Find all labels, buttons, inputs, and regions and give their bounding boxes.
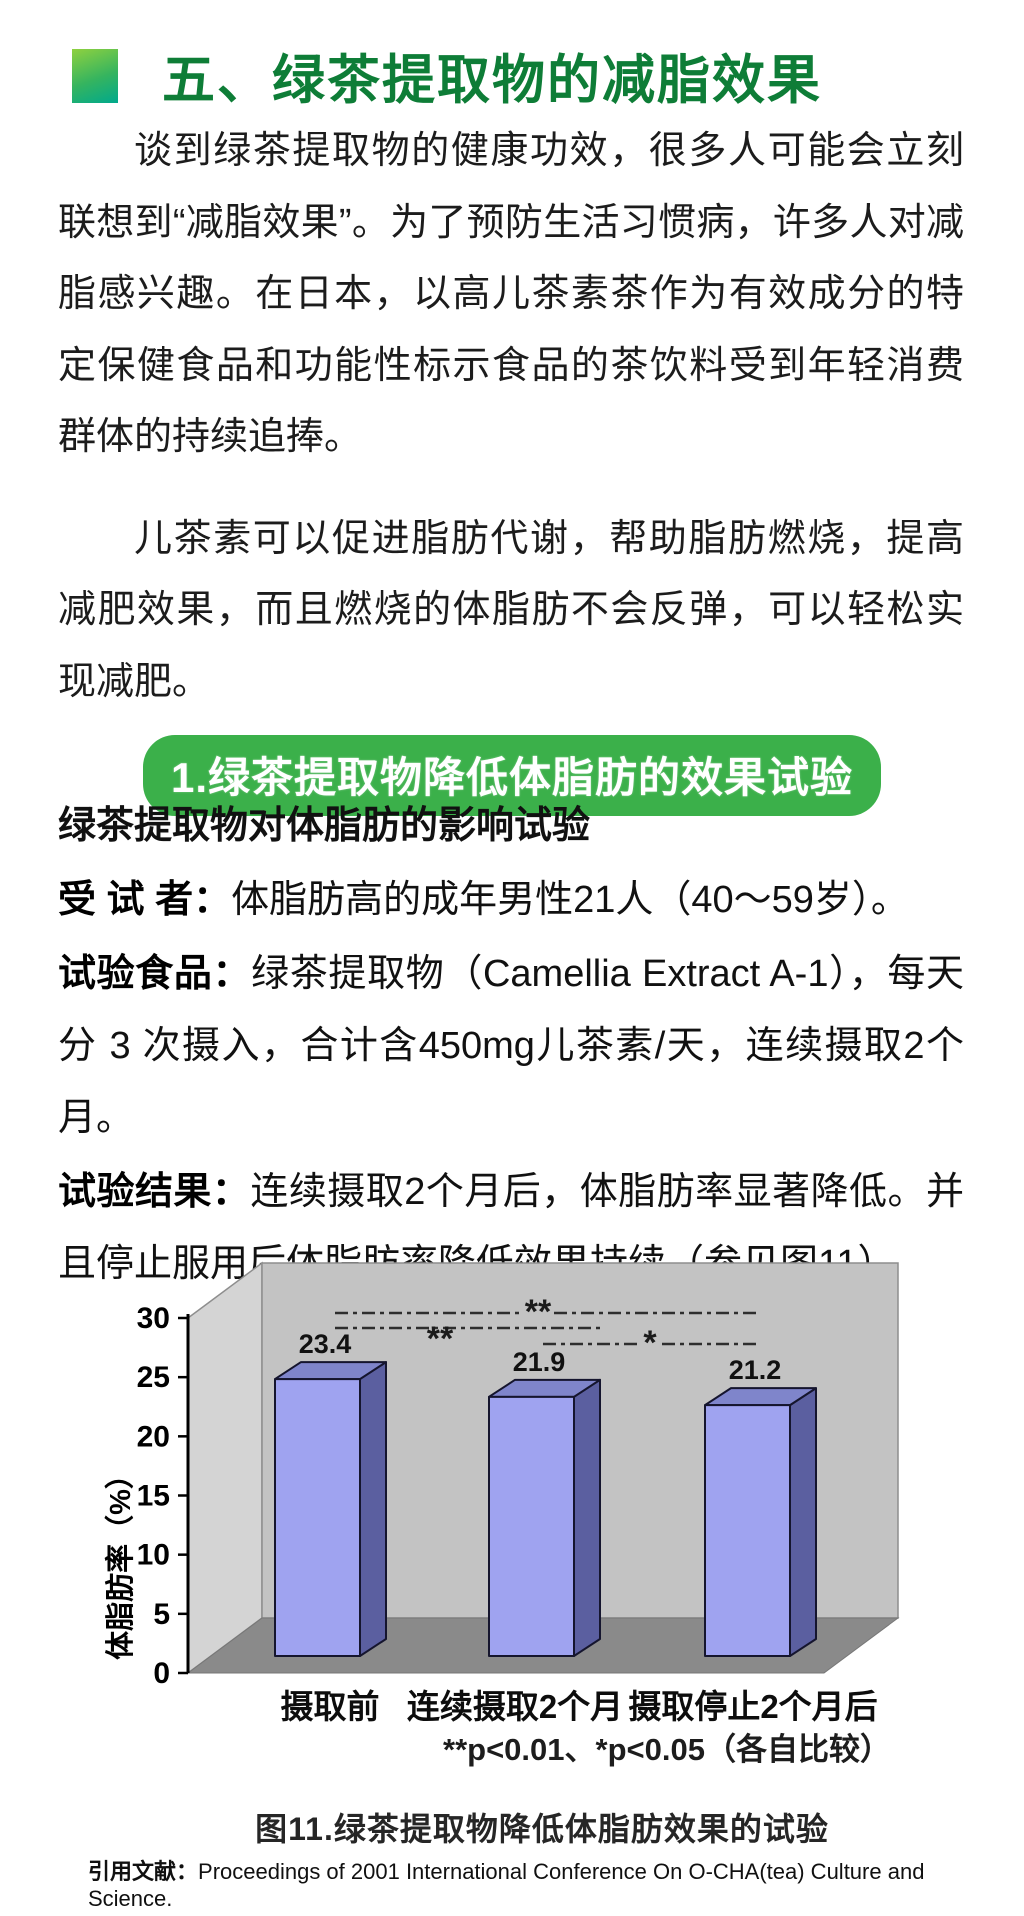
title-row: 五、绿茶提取物的减脂效果 [72,38,822,114]
chart-significance-lines: **** * [335,1293,758,1362]
svg-text:体脂肪率（%）: 体脂肪率（%） [103,1460,137,1660]
svg-text:摄取前: 摄取前 [281,1688,380,1725]
intro-paragraphs: 谈到绿茶提取物的健康功效，很多人可能会立刻联想到“减脂效果”。为了预防生活习惯病… [58,116,964,748]
svg-text:摄取停止2个月后: 摄取停止2个月后 [628,1688,877,1725]
svg-text:15: 15 [137,1480,170,1513]
svg-text:5: 5 [153,1598,170,1631]
svg-text:*: * [643,1324,657,1362]
svg-text:**: ** [525,1293,552,1331]
citation-label: 引用文献： [88,1859,199,1884]
paragraph: 谈到绿茶提取物的健康功效，很多人可能会立刻联想到“减脂效果”。为了预防生活习惯病… [58,130,964,458]
experiment-details: 绿茶提取物对体脂肪的影响试验 受 试 者：体脂肪高的成年男性21人（40～59岁… [58,790,964,1300]
experiment-heading: 绿茶提取物对体脂肪的影响试验 [58,805,591,847]
fat-rate-chart: 0 5 10 15 20 25 30 体脂肪率（%） 23.4 21.9 21.2 ** ** * 摄… [60,1240,964,1740]
chart-axis: 0 5 10 15 20 25 30 体脂肪率（%） [103,1302,190,1690]
svg-text:连续摄取2个月: 连续摄取2个月 [407,1688,623,1725]
paragraph: 儿茶素可以促进脂肪代谢，帮助脂肪燃烧，提高减肥效果，而且燃烧的体脂肪不会反弹，可… [58,517,964,703]
experiment-item: 受 试 者：体脂肪高的成年男性21人（40～59岁）。 [58,879,909,921]
figure-caption: 图11.绿茶提取物降低体脂肪效果的试验 [255,1811,829,1847]
svg-text:0: 0 [153,1657,170,1690]
significance-note: **p<0.01、*p<0.05（各自比较） [443,1732,891,1767]
experiment-item: 试验食品：绿茶提取物（Camellia Extract A-1），每天分 3 次… [58,953,964,1139]
citation-line: 引用文献：Proceedings of 2001 International C… [88,1854,988,1912]
chart-bars: 23.4 21.9 21.2 [274,1329,817,1657]
section-heading-badge: 1.绿茶提取物降低体脂肪的效果试验 [142,735,882,816]
section-heading-wrap: 1.绿茶提取物降低体脂肪的效果试验 [0,735,1024,816]
svg-text:25: 25 [137,1361,170,1394]
svg-text:23.4: 23.4 [299,1329,352,1359]
svg-text:10: 10 [137,1539,170,1572]
citation-text: Proceedings of 2001 International Confer… [88,1859,925,1911]
green-gradient-square-icon [72,49,118,103]
svg-text:**: ** [427,1320,454,1358]
page-title: 五、绿茶提取物的减脂效果 [162,51,822,110]
svg-text:20: 20 [137,1420,170,1453]
svg-text:30: 30 [137,1302,170,1335]
svg-text:21.2: 21.2 [729,1355,782,1385]
chart-category-labels: 摄取前 连续摄取2个月 摄取停止2个月后 [281,1688,878,1725]
svg-text:21.9: 21.9 [513,1347,566,1377]
